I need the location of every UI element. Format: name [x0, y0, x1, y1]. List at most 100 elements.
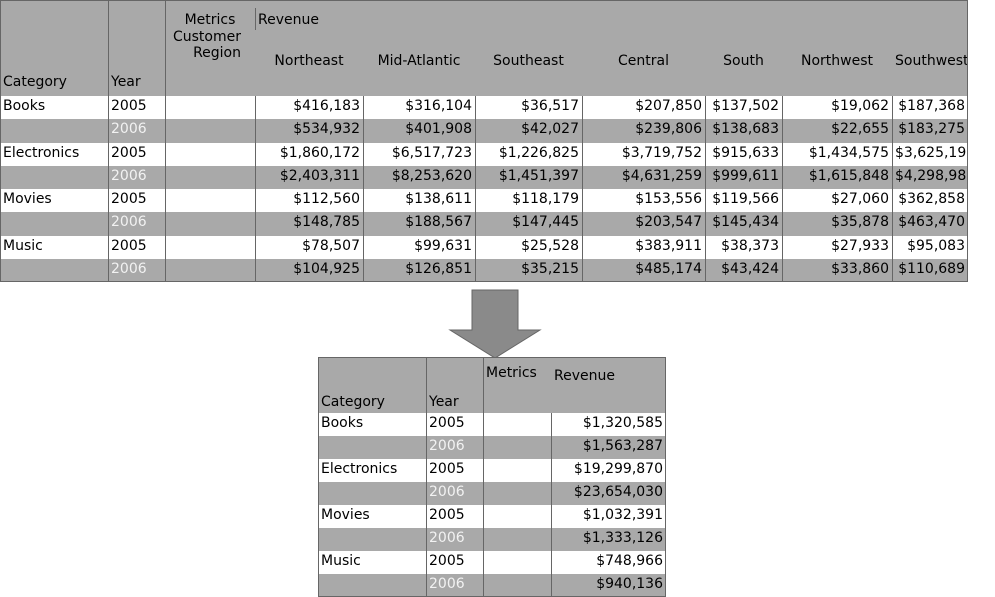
- value-cell: $153,556: [635, 191, 702, 207]
- category-cell: Electronics: [3, 144, 80, 161]
- year-cell: 2006: [111, 121, 147, 138]
- value-cell: $207,850: [635, 98, 702, 114]
- table-row: [0, 165, 968, 189]
- header-region: Southwest: [895, 53, 968, 69]
- value-cell: $35,878: [831, 214, 889, 231]
- value-cell: $99,631: [414, 237, 472, 254]
- column-divider: [582, 96, 583, 282]
- value-cell: $19,299,870: [573, 461, 663, 477]
- category-cell: Books: [321, 415, 364, 431]
- value-cell: $203,547: [635, 214, 702, 231]
- value-cell: $1,320,585: [582, 415, 663, 431]
- table-row: [0, 235, 968, 259]
- value-cell: $19,062: [831, 98, 889, 114]
- column-divider: [892, 96, 893, 282]
- value-cell: $3,625,191: [895, 144, 968, 161]
- header-year: Year: [111, 74, 141, 90]
- year-cell: 2005: [429, 415, 465, 431]
- year-cell: 2005: [111, 98, 147, 114]
- column-divider: [705, 96, 706, 282]
- value-cell: $1,451,397: [498, 167, 579, 184]
- value-cell: $401,908: [405, 121, 472, 138]
- table-row: [318, 459, 666, 482]
- table-row: [318, 574, 666, 597]
- year-cell: 2005: [111, 237, 147, 254]
- column-divider: [426, 357, 427, 597]
- value-cell: $4,298,985: [895, 167, 968, 184]
- value-cell: $463,470: [898, 214, 965, 231]
- table-row: [318, 505, 666, 528]
- table-row: [318, 413, 666, 436]
- year-cell: 2005: [111, 191, 147, 207]
- value-cell: $1,333,126: [582, 530, 663, 546]
- table-row: [0, 96, 968, 120]
- year-cell: 2006: [429, 438, 465, 454]
- header-region: South: [723, 53, 764, 69]
- value-cell: $187,368: [898, 98, 965, 114]
- header-category: Category: [321, 394, 385, 410]
- header-metric: Revenue: [258, 12, 319, 28]
- category-cell: Electronics: [321, 461, 398, 477]
- table-row: [0, 258, 968, 282]
- value-cell: $2,403,311: [279, 167, 360, 184]
- value-cell: $112,560: [293, 191, 360, 207]
- column-divider: [165, 0, 166, 282]
- value-cell: $95,083: [907, 237, 965, 254]
- table-border: [318, 357, 666, 597]
- value-cell: $383,911: [635, 237, 702, 254]
- value-cell: $188,567: [405, 214, 472, 231]
- category-cell: Movies: [321, 507, 370, 523]
- value-cell: $119,566: [712, 191, 779, 207]
- value-cell: $78,507: [302, 237, 360, 254]
- table-row: [0, 212, 968, 236]
- table-row: [0, 119, 968, 143]
- value-cell: $999,611: [712, 167, 779, 184]
- value-cell: $110,689: [898, 260, 965, 277]
- table-row: [0, 189, 968, 213]
- value-cell: $148,785: [293, 214, 360, 231]
- value-cell: $23,654,030: [573, 484, 663, 500]
- table-row: [318, 482, 666, 505]
- value-cell: $104,925: [293, 260, 360, 277]
- value-cell: $1,226,825: [498, 144, 579, 161]
- value-cell: $1,434,575: [808, 144, 889, 161]
- value-cell: $138,683: [712, 121, 779, 138]
- year-cell: 2006: [111, 214, 147, 231]
- year-cell: 2005: [111, 144, 147, 161]
- value-cell: $25,528: [521, 237, 579, 254]
- value-cell: $43,424: [721, 260, 779, 277]
- year-cell: 2005: [429, 553, 465, 569]
- header-region: Central: [618, 53, 669, 69]
- header-category: Category: [3, 74, 67, 90]
- value-cell: $8,253,620: [391, 167, 472, 184]
- column-divider: [551, 413, 552, 597]
- value-cell: $183,275: [898, 121, 965, 138]
- value-cell: $118,179: [512, 191, 579, 207]
- header-region: Mid-Atlantic: [377, 53, 461, 69]
- column-divider: [108, 0, 109, 282]
- value-cell: $147,445: [512, 214, 579, 231]
- column-divider: [483, 357, 484, 597]
- column-divider: [782, 96, 783, 282]
- column-divider: [255, 96, 256, 282]
- header-metrics: Metrics: [486, 365, 537, 381]
- column-divider: [255, 8, 256, 30]
- table-border: [0, 0, 968, 282]
- header-region: Northwest: [800, 53, 873, 69]
- value-cell: $748,966: [596, 553, 663, 569]
- value-cell: $1,615,848: [808, 167, 889, 184]
- table-row: [318, 528, 666, 551]
- category-cell: Music: [321, 553, 361, 569]
- arrow: [448, 289, 542, 359]
- year-cell: 2006: [429, 484, 465, 500]
- year-cell: 2005: [429, 507, 465, 523]
- year-cell: 2006: [429, 530, 465, 546]
- value-cell: $145,434: [712, 214, 779, 231]
- value-cell: $4,631,259: [621, 167, 702, 184]
- table-header: [318, 357, 666, 413]
- year-cell: 2006: [429, 576, 465, 592]
- value-cell: $239,806: [635, 121, 702, 138]
- value-cell: $1,860,172: [279, 144, 360, 161]
- value-cell: $6,517,723: [391, 144, 472, 161]
